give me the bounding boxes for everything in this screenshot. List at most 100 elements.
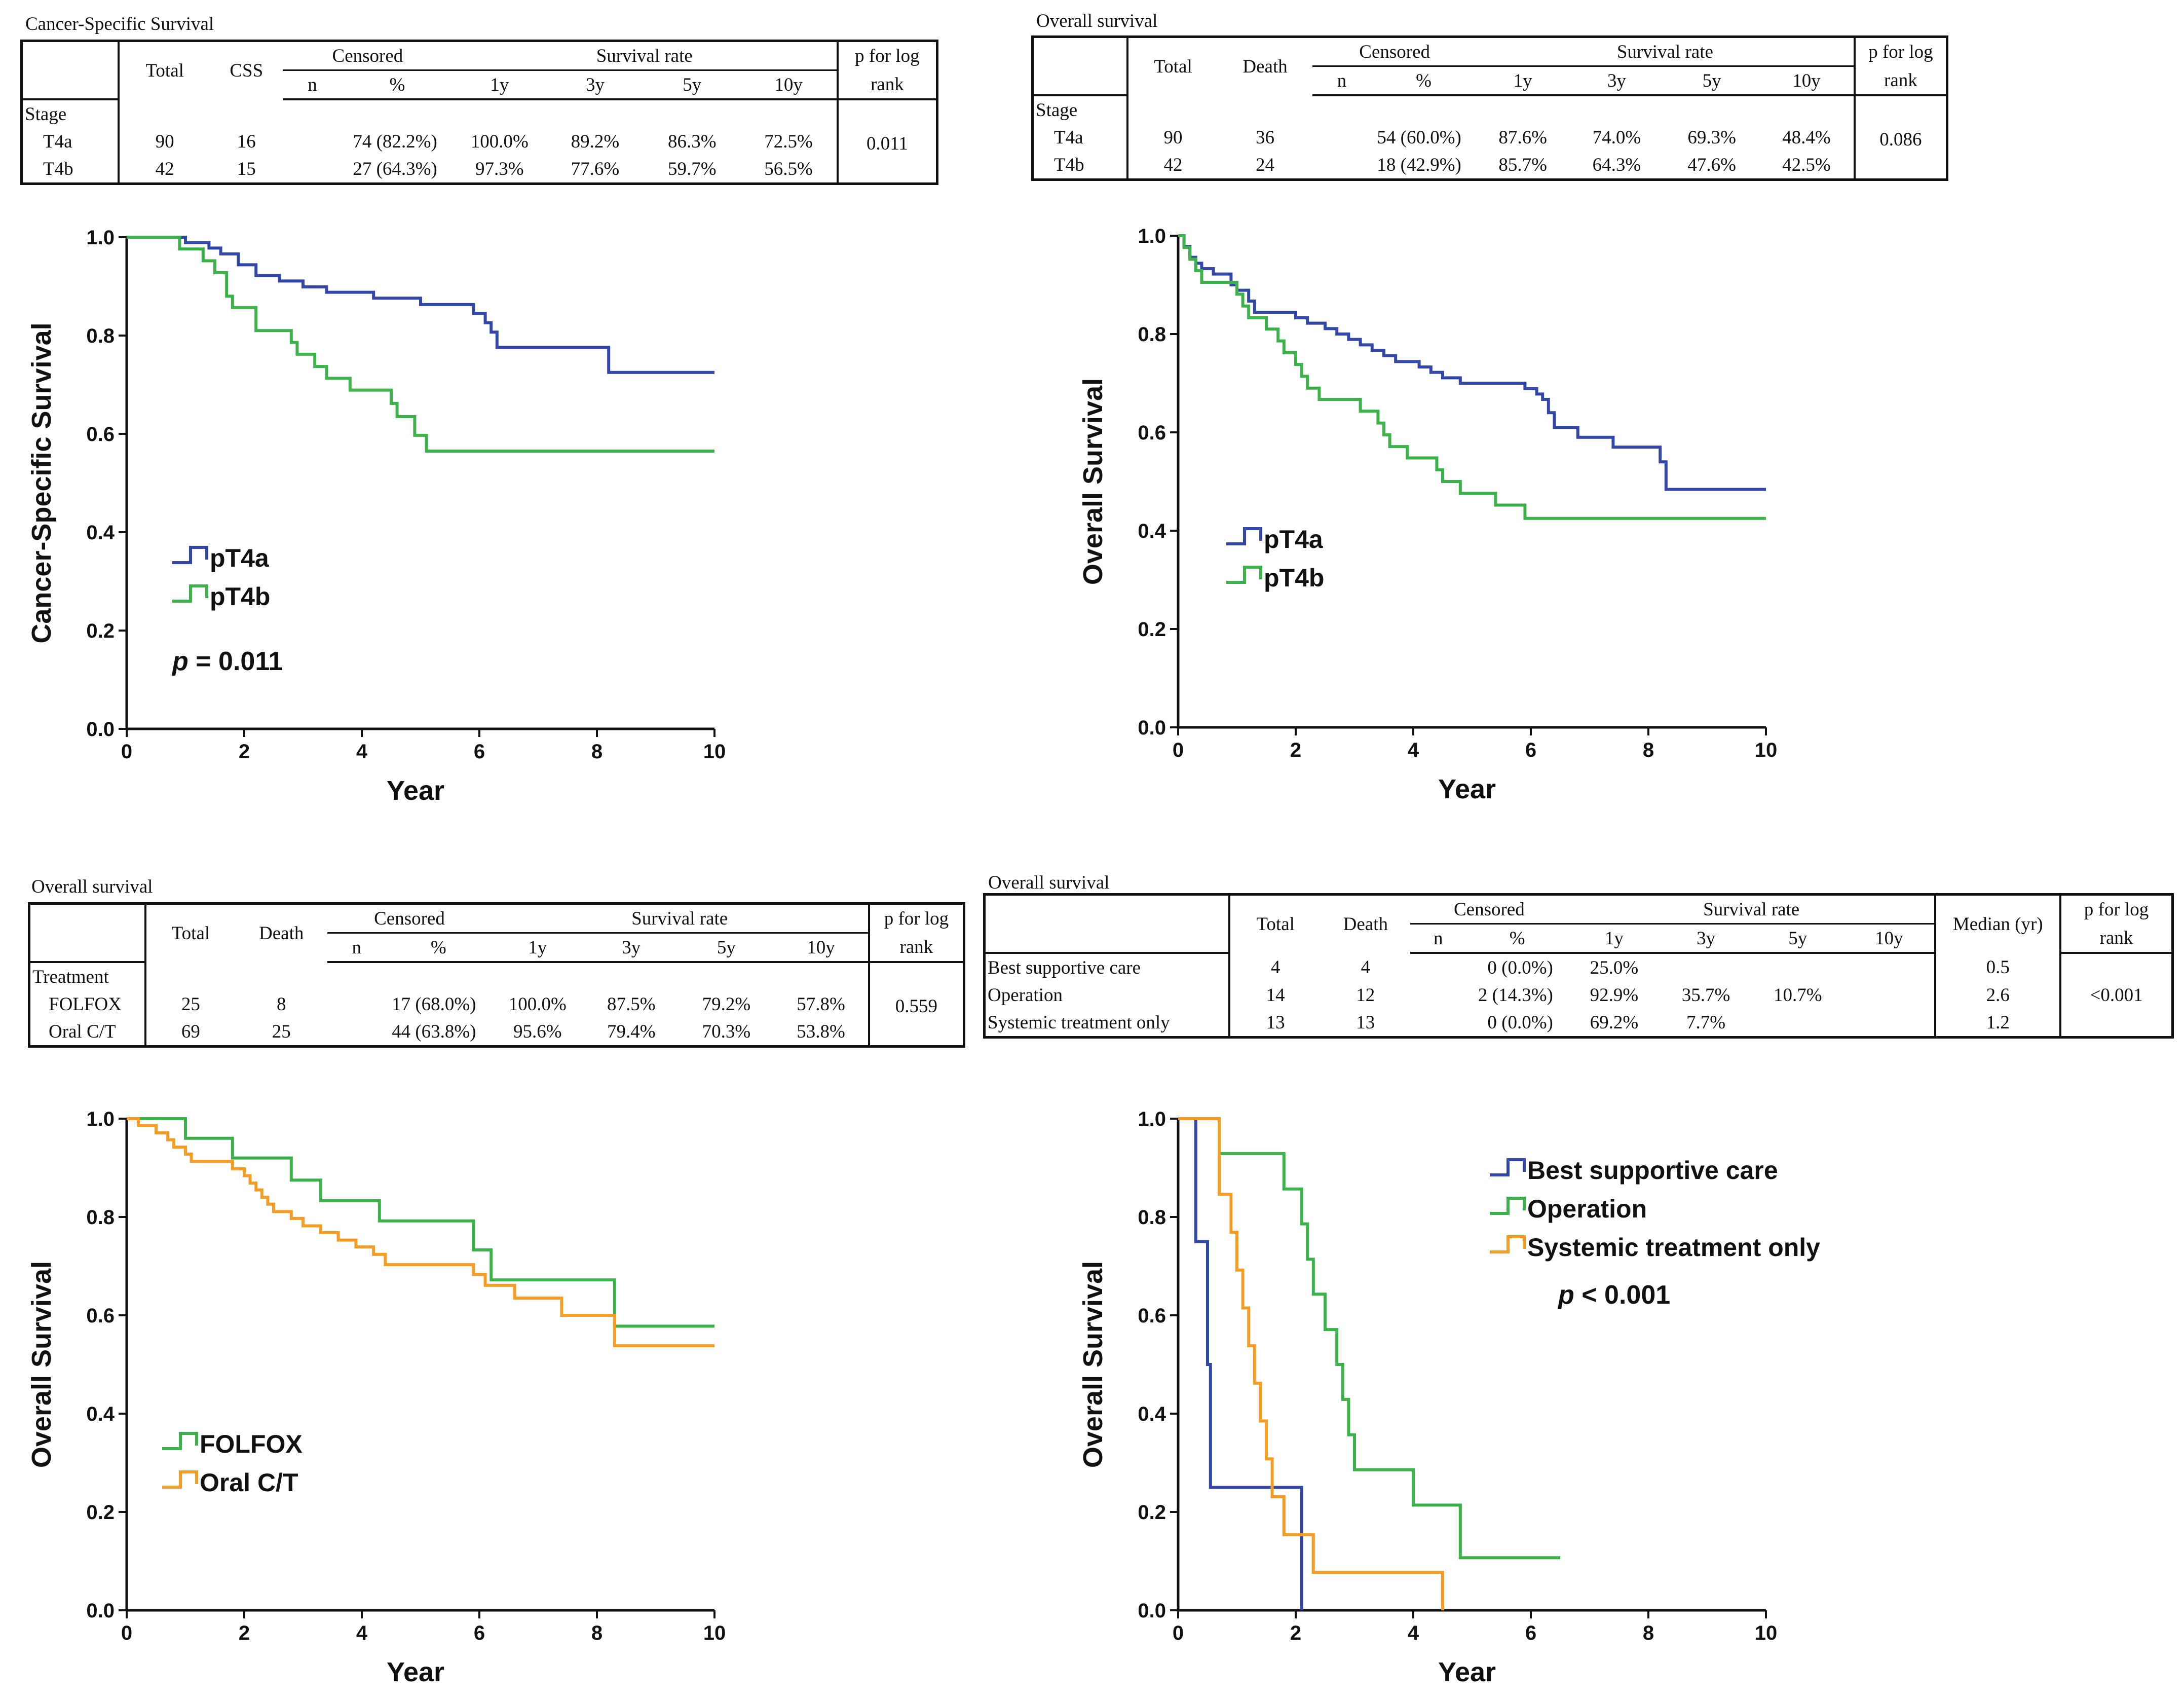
y-axis-title: Overall Survival bbox=[26, 1261, 57, 1468]
x-tick-label: 0 bbox=[121, 1622, 132, 1644]
x-tick-label: 2 bbox=[239, 1622, 250, 1644]
km-curve-2 bbox=[1178, 234, 1766, 520]
x-tick-label: 8 bbox=[591, 1622, 603, 1644]
table-row: T4b 42 15 27 (64.3%) 97.3% 77.6% 59.7% 5… bbox=[21, 155, 937, 184]
table-row: Systemic treatment only 13 13 0 (0.0%) 6… bbox=[984, 1009, 2173, 1038]
col-censored: Censored bbox=[327, 903, 492, 934]
col-pct: % bbox=[1466, 924, 1568, 954]
km-curve-2 bbox=[1178, 1117, 1560, 1560]
col-censored: Censored bbox=[1312, 36, 1477, 67]
col-3y: 3y bbox=[1569, 66, 1665, 96]
col-total: Total bbox=[1256, 914, 1295, 935]
col-survival-rate: Survival rate bbox=[491, 903, 869, 934]
col-5y: 5y bbox=[1752, 924, 1844, 954]
col-p-log-rank: rank bbox=[1853, 66, 1947, 96]
col-censored: Censored bbox=[1410, 894, 1568, 925]
col-pct: % bbox=[342, 70, 453, 100]
col-3y: 3y bbox=[546, 70, 644, 100]
legend-label: pT4a bbox=[210, 544, 270, 572]
col-3y: 3y bbox=[583, 933, 679, 963]
y-tick-label: 0.4 bbox=[86, 1403, 115, 1425]
y-tick-label: 0.2 bbox=[1138, 618, 1166, 641]
km-curve-1 bbox=[1178, 234, 1766, 491]
table-a: Total CSS Censored Survival rate p for l… bbox=[20, 40, 938, 185]
col-5y: 5y bbox=[644, 70, 741, 100]
table-row: T4a 90 16 74 (82.2%) 100.0% 89.2% 86.3% … bbox=[21, 128, 937, 184]
legend-swatch bbox=[1226, 527, 1262, 545]
group-label: Stage bbox=[21, 99, 120, 128]
table-row: Best supportive care 4 4 0 (0.0%) 25.0% … bbox=[984, 953, 2173, 1038]
legend-label: pT4b bbox=[1264, 564, 1324, 592]
col-survival-rate: Survival rate bbox=[1476, 36, 1855, 67]
legend-label: Oral C/T bbox=[200, 1468, 298, 1497]
y-tick-label: 0.4 bbox=[1138, 520, 1166, 542]
col-censored: Censored bbox=[282, 41, 453, 71]
km-chart-css-stage: 0 2 4 6 8 10 0.0 0.2 0.4 0.6 0.8 1.0 Year Cancer-Spec… bbox=[26, 227, 726, 806]
x-tick-label: 6 bbox=[474, 741, 485, 763]
y-axis-title: Overall Survival bbox=[1078, 1261, 1108, 1468]
km-chart-os-treatment: 0 2 4 6 8 10 0.0 0.2 0.4 0.6 0.8 1.0 Year Overall Sur… bbox=[26, 1108, 726, 1687]
y-tick-label: 1.0 bbox=[86, 1108, 115, 1130]
legend-swatch bbox=[1490, 1235, 1526, 1253]
p-value: 0.011 bbox=[836, 128, 937, 184]
x-tick-label: 0 bbox=[1173, 739, 1184, 761]
x-tick-label: 4 bbox=[1408, 1622, 1419, 1644]
table-row: Operation 14 12 2 (14.3%) 92.9% 35.7% 10… bbox=[984, 981, 2173, 1009]
col-p-log: p for log bbox=[2059, 894, 2173, 924]
km-chart-os-management: 0 2 4 6 8 10 0.0 0.2 0.4 0.6 0.8 1.0 Year Overall Sur… bbox=[1078, 1108, 1820, 1687]
col-10y: 10y bbox=[1843, 924, 1936, 954]
y-tick-label: 0.2 bbox=[86, 1501, 115, 1524]
y-tick-label: 1.0 bbox=[86, 227, 115, 249]
col-total: Total bbox=[171, 923, 210, 944]
legend-swatch bbox=[1490, 1197, 1526, 1215]
x-axis-title: Year bbox=[387, 776, 444, 806]
table-row: T4a 90 36 54 (60.0%) 87.6% 74.0% 69.3% 4… bbox=[1032, 124, 1947, 180]
y-tick-label: 1.0 bbox=[1138, 225, 1166, 247]
x-tick-label: 2 bbox=[1290, 1622, 1301, 1644]
x-tick-label: 10 bbox=[703, 1622, 726, 1644]
col-1y: 1y bbox=[491, 933, 584, 963]
y-tick-label: 0.0 bbox=[1138, 1600, 1166, 1622]
group-label: Stage bbox=[1032, 95, 1129, 124]
y-tick-label: 0.0 bbox=[86, 718, 115, 741]
table-b: Total Death Censored Survival rate p for… bbox=[1031, 35, 1948, 181]
col-n: n bbox=[1410, 924, 1466, 954]
legend-swatch bbox=[162, 1432, 198, 1450]
km-chart-os-stage: 0 2 4 6 8 10 0.0 0.2 0.4 0.6 0.8 1.0 Year Overall Sur… bbox=[1078, 225, 1777, 804]
table-row: Oral C/T 69 25 44 (63.8%) 95.6% 79.4% 70… bbox=[29, 1018, 964, 1047]
col-death: Death bbox=[259, 923, 304, 944]
x-tick-label: 8 bbox=[1643, 1622, 1654, 1644]
x-tick-label: 4 bbox=[356, 741, 368, 763]
y-tick-label: 0.8 bbox=[86, 1206, 115, 1229]
legend-label: FOLFOX bbox=[200, 1430, 303, 1458]
x-tick-label: 6 bbox=[1525, 1622, 1536, 1644]
x-tick-label: 10 bbox=[703, 741, 726, 763]
p-value: 0.559 bbox=[868, 990, 964, 1047]
y-tick-label: 0.8 bbox=[1138, 323, 1166, 346]
legend-swatch bbox=[172, 584, 208, 603]
p-value: 0.086 bbox=[1853, 124, 1947, 180]
x-tick-label: 4 bbox=[1408, 739, 1419, 761]
y-tick-label: 0.6 bbox=[1138, 1305, 1166, 1327]
col-10y: 10y bbox=[1759, 66, 1855, 96]
col-death: Death bbox=[1242, 56, 1288, 77]
x-axis-title: Year bbox=[1438, 774, 1496, 804]
col-n: n bbox=[1312, 66, 1371, 96]
table-row: FOLFOX 25 8 17 (68.0%) 100.0% 87.5% 79.2… bbox=[29, 990, 964, 1047]
col-pct: % bbox=[1371, 66, 1477, 96]
km-curve-3 bbox=[1178, 1117, 1444, 1610]
col-death: Death bbox=[1343, 914, 1388, 935]
p-value-annotation: p = 0.011 bbox=[171, 647, 283, 676]
y-tick-label: 0.6 bbox=[86, 423, 115, 446]
x-axis-title: Year bbox=[1438, 1657, 1496, 1687]
legend-label: Best supportive care bbox=[1527, 1156, 1778, 1185]
legend-label: Systemic treatment only bbox=[1527, 1233, 1820, 1262]
table-c: Total Death Censored Survival rate p for… bbox=[28, 902, 965, 1048]
y-axis-title: Cancer-Specific Survival bbox=[26, 322, 57, 643]
table-a-title: Cancer-Specific Survival bbox=[25, 14, 214, 34]
x-axis-title: Year bbox=[387, 1657, 444, 1687]
km-curve-2 bbox=[127, 1117, 714, 1348]
col-p-log-rank: rank bbox=[868, 933, 964, 963]
legend-swatch bbox=[1226, 566, 1262, 584]
legend-label: Operation bbox=[1527, 1195, 1647, 1223]
